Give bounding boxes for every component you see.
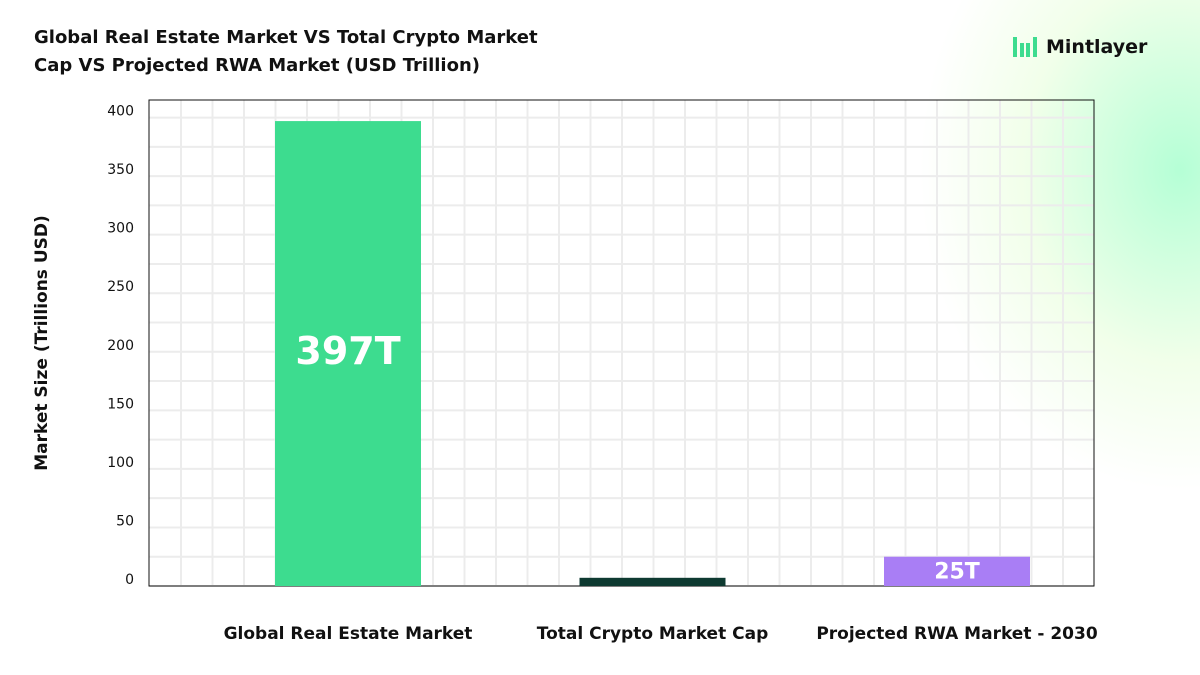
- y-tick-label: 100: [107, 455, 134, 471]
- y-tick-label: 150: [107, 396, 134, 412]
- y-tick-label: 250: [107, 279, 134, 295]
- y-tick-label: 300: [107, 221, 134, 237]
- y-tick-label: 50: [116, 513, 134, 529]
- bar: [275, 121, 421, 586]
- brand: Mintlayer: [1012, 34, 1147, 60]
- value-label: 25T: [934, 559, 980, 584]
- y-tick-label: 200: [107, 338, 134, 354]
- bar: [579, 577, 726, 586]
- x-tick-label: Total Crypto Market Cap: [537, 624, 769, 644]
- x-tick-label: Projected RWA Market - 2030: [816, 624, 1098, 644]
- y-tick-label: 350: [107, 162, 134, 178]
- y-tick-label: 0: [125, 572, 134, 588]
- value-label: 397T: [295, 329, 400, 373]
- y-tick-label: 400: [107, 104, 134, 120]
- y-axis-label: Market Size (Trillions USD): [32, 215, 52, 471]
- chart-title: Global Real Estate Market VS Total Crypt…: [34, 27, 538, 76]
- bar: [884, 556, 1030, 586]
- brand-name: Mintlayer: [1046, 36, 1148, 58]
- x-tick-label: Global Real Estate Market: [224, 624, 473, 644]
- logo: [1013, 37, 1037, 57]
